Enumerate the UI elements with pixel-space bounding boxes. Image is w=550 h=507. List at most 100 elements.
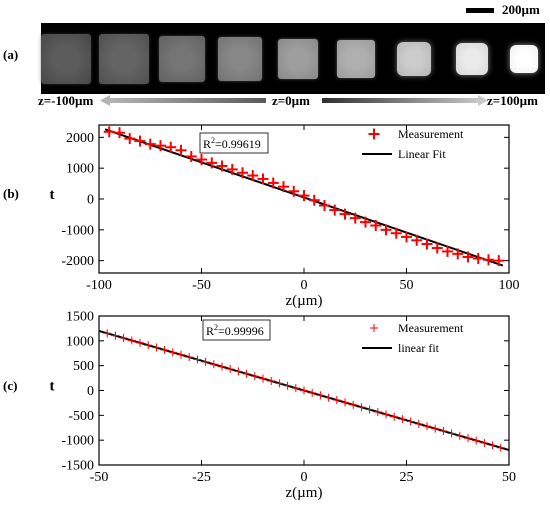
measurement-point <box>373 407 382 416</box>
measurement-point <box>267 177 279 189</box>
measurement-point <box>339 208 351 220</box>
x-tick-label: -25 <box>192 470 211 485</box>
measurement-point <box>349 400 358 409</box>
measurement-point <box>455 431 464 440</box>
x-tick-label: 50 <box>400 278 414 293</box>
r2-box <box>199 132 269 154</box>
r2-annotation: R2=0.99996 <box>206 323 264 338</box>
legend-label-fit: Linear Fit <box>398 147 446 161</box>
measurement-point <box>168 348 177 357</box>
measurement-point <box>114 127 125 139</box>
measurement-point <box>193 355 202 364</box>
image-strip <box>41 23 545 94</box>
image-frame <box>41 33 91 84</box>
measurement-point <box>442 245 453 257</box>
y-tick-label: 500 <box>73 359 94 374</box>
measurement-point <box>196 154 207 166</box>
y-tick-label: -500 <box>68 409 94 424</box>
measurement-point <box>175 144 187 156</box>
measurement-point <box>185 150 197 162</box>
x-tick-label: 50 <box>502 470 516 485</box>
measurement-point <box>177 350 185 359</box>
y-tick-label: 1000 <box>66 334 94 349</box>
measurement-point <box>103 126 115 138</box>
measurement-point <box>360 216 371 228</box>
measurement-point <box>206 157 218 169</box>
image-frame <box>159 35 205 82</box>
measurement-point <box>493 255 505 267</box>
measurement-point <box>462 251 474 263</box>
measurement-point <box>464 434 472 443</box>
measurement-point <box>160 345 169 354</box>
y-tick-label: -1500 <box>61 459 94 474</box>
y-tick-label: 1000 <box>66 162 94 177</box>
arrow-left-shaft <box>108 98 266 103</box>
image-frame <box>99 33 149 84</box>
measurement-point <box>423 422 431 431</box>
x-tick-label: -100 <box>86 278 112 293</box>
measurement-point <box>242 369 251 378</box>
measurement-point <box>226 365 235 374</box>
r2-box <box>202 319 271 341</box>
measurement-point <box>329 204 341 216</box>
y-tick-label: 0 <box>87 193 94 208</box>
measurement-point <box>209 360 218 369</box>
measurement-point <box>324 393 333 402</box>
measurement-point <box>155 140 166 152</box>
measurement-point <box>298 190 310 202</box>
measurement-point <box>111 331 120 340</box>
measurement-point <box>370 220 382 232</box>
measurement-point <box>216 160 228 172</box>
measurement-point <box>278 181 289 193</box>
measurement-point <box>136 338 144 347</box>
measurement-point <box>421 238 433 250</box>
measurement-point <box>390 227 402 239</box>
measurement-point <box>291 384 300 393</box>
x-tick-label: -50 <box>90 470 109 485</box>
measurement-point <box>332 396 341 405</box>
x-tick-label: -50 <box>192 278 211 293</box>
image-frame <box>456 42 488 75</box>
measurement-point <box>124 133 136 145</box>
measurement-point <box>316 391 325 400</box>
scale-bar <box>466 8 494 13</box>
y-tick-label: 2000 <box>66 131 94 146</box>
arrow-right-shaft <box>322 98 480 103</box>
measurement-point <box>275 379 284 388</box>
x-axis-label: z(µm) <box>286 485 323 501</box>
image-frame <box>337 39 375 78</box>
measurement-point <box>431 424 440 433</box>
measurement-point <box>431 242 443 254</box>
panel-b-label: (b) <box>3 186 19 201</box>
measurement-point <box>257 173 269 185</box>
measurement-point <box>152 343 161 352</box>
measurement-point <box>259 374 267 383</box>
measurement-point <box>390 412 399 421</box>
panel-a-label: (a) <box>3 47 19 62</box>
measurement-point <box>300 386 308 395</box>
measurement-point <box>144 138 156 150</box>
measurement-point <box>357 403 366 412</box>
r2-annotation: R2=0.99619 <box>203 136 261 151</box>
measurement-point <box>247 170 259 182</box>
image-frame <box>218 36 262 81</box>
legend-marker-measurement <box>370 324 378 332</box>
measurement-point <box>414 419 423 428</box>
legend-label-fit: linear fit <box>398 341 440 355</box>
measurement-point <box>365 405 374 414</box>
measurement-point <box>234 367 243 376</box>
arrow-left-head <box>100 95 110 106</box>
measurement-point <box>480 438 489 447</box>
measurement-point <box>127 336 136 345</box>
measurement-point <box>308 194 320 206</box>
y-tick-label: -1000 <box>61 223 94 238</box>
measurement-point <box>226 163 238 175</box>
x-tick-label: 100 <box>499 278 520 293</box>
measurement-point <box>406 417 415 426</box>
y-axis-label: t <box>50 379 55 395</box>
measurement-point <box>288 185 300 197</box>
measurement-point <box>349 212 361 224</box>
measurement-point <box>119 334 128 343</box>
measurement-point <box>439 427 448 436</box>
measurement-point <box>308 388 317 397</box>
